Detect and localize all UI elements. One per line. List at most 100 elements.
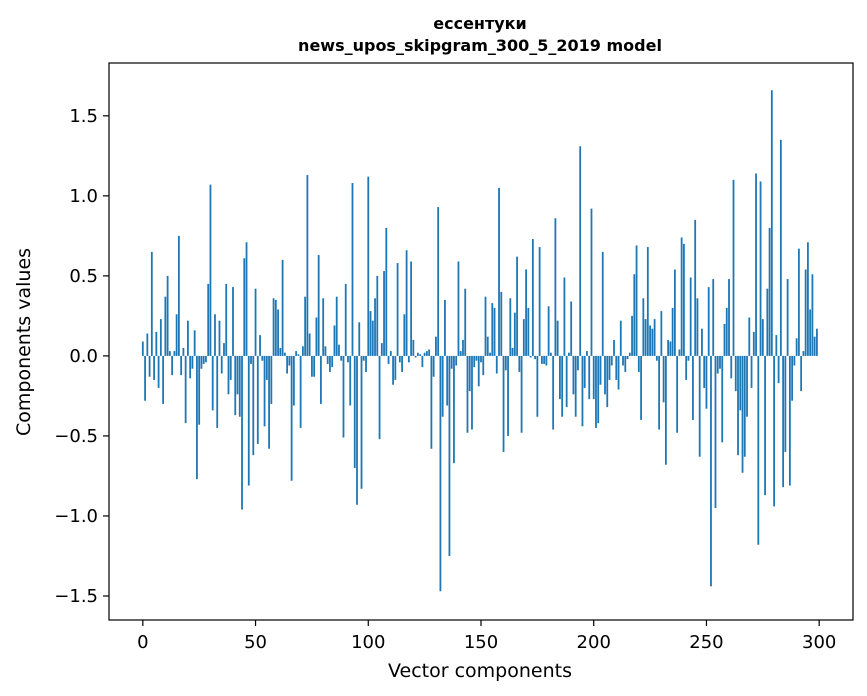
- bar-125: [423, 352, 426, 356]
- bar-222: [642, 298, 645, 356]
- bar-262: [732, 179, 735, 356]
- bar-285: [784, 355, 787, 452]
- bar-88: [340, 355, 343, 361]
- bar-227: [653, 319, 656, 356]
- bar-184: [556, 320, 559, 356]
- bar-244: [692, 355, 694, 420]
- bar-249: [703, 355, 706, 388]
- bar-56: [268, 355, 270, 449]
- bar-130: [435, 336, 437, 356]
- chart-title: ессентуки: [433, 14, 527, 33]
- bar-173: [531, 239, 534, 356]
- bar-98: [362, 355, 365, 361]
- bar-80: [322, 298, 325, 356]
- bar-248: [701, 328, 703, 356]
- bar-233: [667, 339, 670, 356]
- bar-119: [410, 261, 413, 356]
- bar-55: [265, 355, 268, 380]
- bar-250: [705, 355, 708, 409]
- bar-21: [189, 355, 192, 379]
- bar-204: [601, 251, 604, 356]
- bar-238: [678, 349, 681, 356]
- bar-207: [608, 355, 611, 380]
- bar-259: [725, 307, 728, 356]
- y-tick-label-0.5: 0.5: [69, 266, 98, 287]
- bar-53: [261, 355, 264, 361]
- bar-258: [723, 323, 726, 356]
- bar-93: [351, 183, 354, 356]
- bar-205: [604, 355, 606, 395]
- bar-187: [563, 277, 566, 356]
- bar-299: [816, 328, 818, 356]
- bar-84: [331, 355, 334, 368]
- bar-139: [455, 355, 458, 366]
- bar-186: [561, 355, 564, 417]
- bar-183: [554, 218, 557, 356]
- bar-121: [414, 355, 417, 358]
- bar-234: [669, 341, 672, 356]
- x-tick-label-150: 150: [464, 632, 498, 653]
- bar-246: [696, 298, 699, 356]
- bar-188: [565, 355, 568, 408]
- bar-232: [664, 355, 667, 465]
- bar-229: [658, 355, 661, 430]
- bar-193: [577, 355, 579, 371]
- bar-158: [498, 187, 500, 356]
- bar-228: [655, 355, 658, 361]
- bar-270: [750, 355, 753, 388]
- bar-172: [529, 355, 532, 358]
- bar-157: [495, 355, 498, 374]
- bar-10: [164, 296, 167, 356]
- bar-251: [707, 287, 710, 356]
- bar-220: [637, 355, 640, 372]
- bar-257: [721, 355, 724, 443]
- bar-18: [182, 347, 185, 356]
- bar-256: [719, 355, 721, 369]
- bar-179: [545, 355, 548, 366]
- bar-12: [168, 351, 171, 356]
- bar-164: [511, 347, 514, 356]
- bar-266: [741, 355, 744, 473]
- bar-3: [148, 355, 151, 377]
- bar-219: [635, 245, 638, 356]
- bar-206: [606, 355, 609, 408]
- bar-44: [241, 355, 243, 510]
- bar-115: [401, 355, 403, 372]
- bar-59: [274, 299, 277, 356]
- bar-190: [570, 301, 573, 356]
- bar-20: [187, 320, 189, 356]
- bar-85: [333, 325, 336, 356]
- bar-150: [480, 355, 482, 363]
- y-tick-label--1: −1.0: [54, 506, 98, 527]
- bar-297: [811, 274, 814, 356]
- bar-68: [295, 351, 298, 356]
- x-tick-label-200: 200: [577, 632, 611, 653]
- bar-47: [247, 355, 250, 486]
- bar-6: [155, 331, 158, 356]
- bar-210: [615, 355, 618, 380]
- bar-71: [301, 346, 304, 356]
- bar-75: [311, 355, 313, 377]
- bar-146: [471, 355, 473, 430]
- bar-161: [504, 355, 507, 371]
- bar-57: [270, 355, 273, 404]
- bar-15: [175, 314, 178, 356]
- bar-211: [617, 355, 620, 390]
- bar-117: [405, 250, 408, 356]
- bar-120: [412, 339, 415, 356]
- bar-181: [549, 352, 552, 356]
- bar-54: [263, 355, 266, 427]
- bar-131: [437, 207, 440, 356]
- bar-283: [779, 139, 782, 356]
- bar-61: [279, 347, 282, 356]
- bar-132: [439, 355, 442, 592]
- bar-114: [398, 355, 401, 363]
- bar-198: [588, 355, 591, 400]
- bar-151: [482, 355, 485, 376]
- y-tick-label--0.5: −0.5: [54, 426, 98, 447]
- bar-290: [795, 338, 798, 356]
- bar-167: [518, 355, 521, 372]
- x-tick-label-100: 100: [351, 632, 385, 653]
- bar-221: [640, 355, 642, 420]
